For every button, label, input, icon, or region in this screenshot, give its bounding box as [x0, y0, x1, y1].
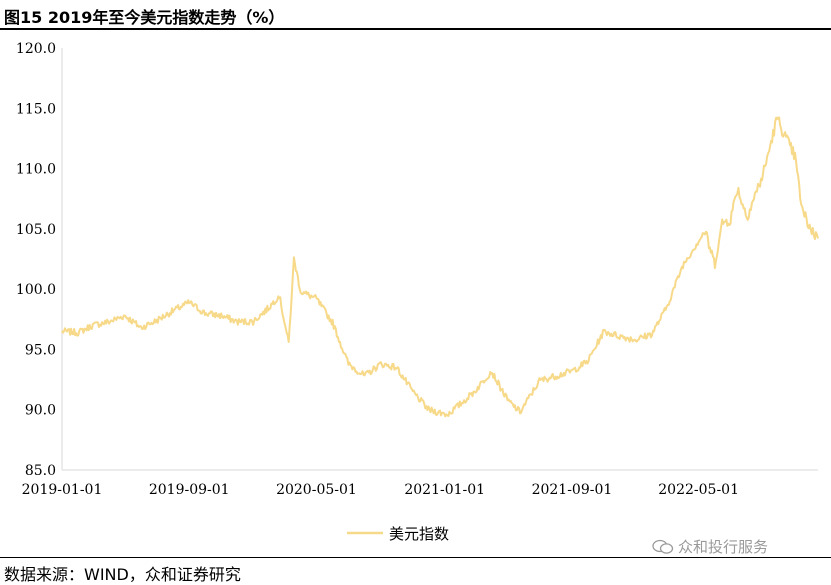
x-tick-label: 2020-05-01 [276, 482, 357, 498]
x-tick-label: 2021-01-01 [404, 482, 485, 498]
data-source-note: 数据来源：WIND，众和证券研究 [4, 565, 241, 584]
dollar-index-line-chart: 85.0 90.0 95.0 100.0 105.0 110.0 115.0 120.0 201… [16, 41, 819, 543]
legend-label: 美元指数 [389, 525, 449, 543]
y-tick-label: 110.0 [16, 162, 56, 178]
wechat-icon [652, 539, 674, 554]
page-title: 图15 2019年至今美元指数走势（%） [4, 8, 285, 27]
y-tick-label: 100.0 [16, 282, 56, 298]
y-tick-label: 90.0 [25, 403, 56, 419]
watermark-text: 众和投行服务 [678, 538, 769, 556]
y-tick-label: 105.0 [16, 222, 56, 238]
x-tick-label: 2019-01-01 [22, 482, 103, 498]
y-tick-label: 120.0 [16, 41, 56, 57]
x-tick-label: 2022-05-01 [658, 482, 739, 498]
y-tick-label: 85.0 [25, 463, 56, 479]
x-tick-label: 2019-09-01 [149, 482, 230, 498]
top-rule [0, 28, 831, 30]
watermark: 众和投行服务 [652, 536, 768, 557]
x-tick-label: 2021-09-01 [532, 482, 613, 498]
series-line-dollar-index [61, 116, 819, 418]
bottom-rule [0, 557, 831, 558]
y-tick-label: 95.0 [25, 342, 56, 358]
y-tick-label: 115.0 [16, 101, 56, 117]
